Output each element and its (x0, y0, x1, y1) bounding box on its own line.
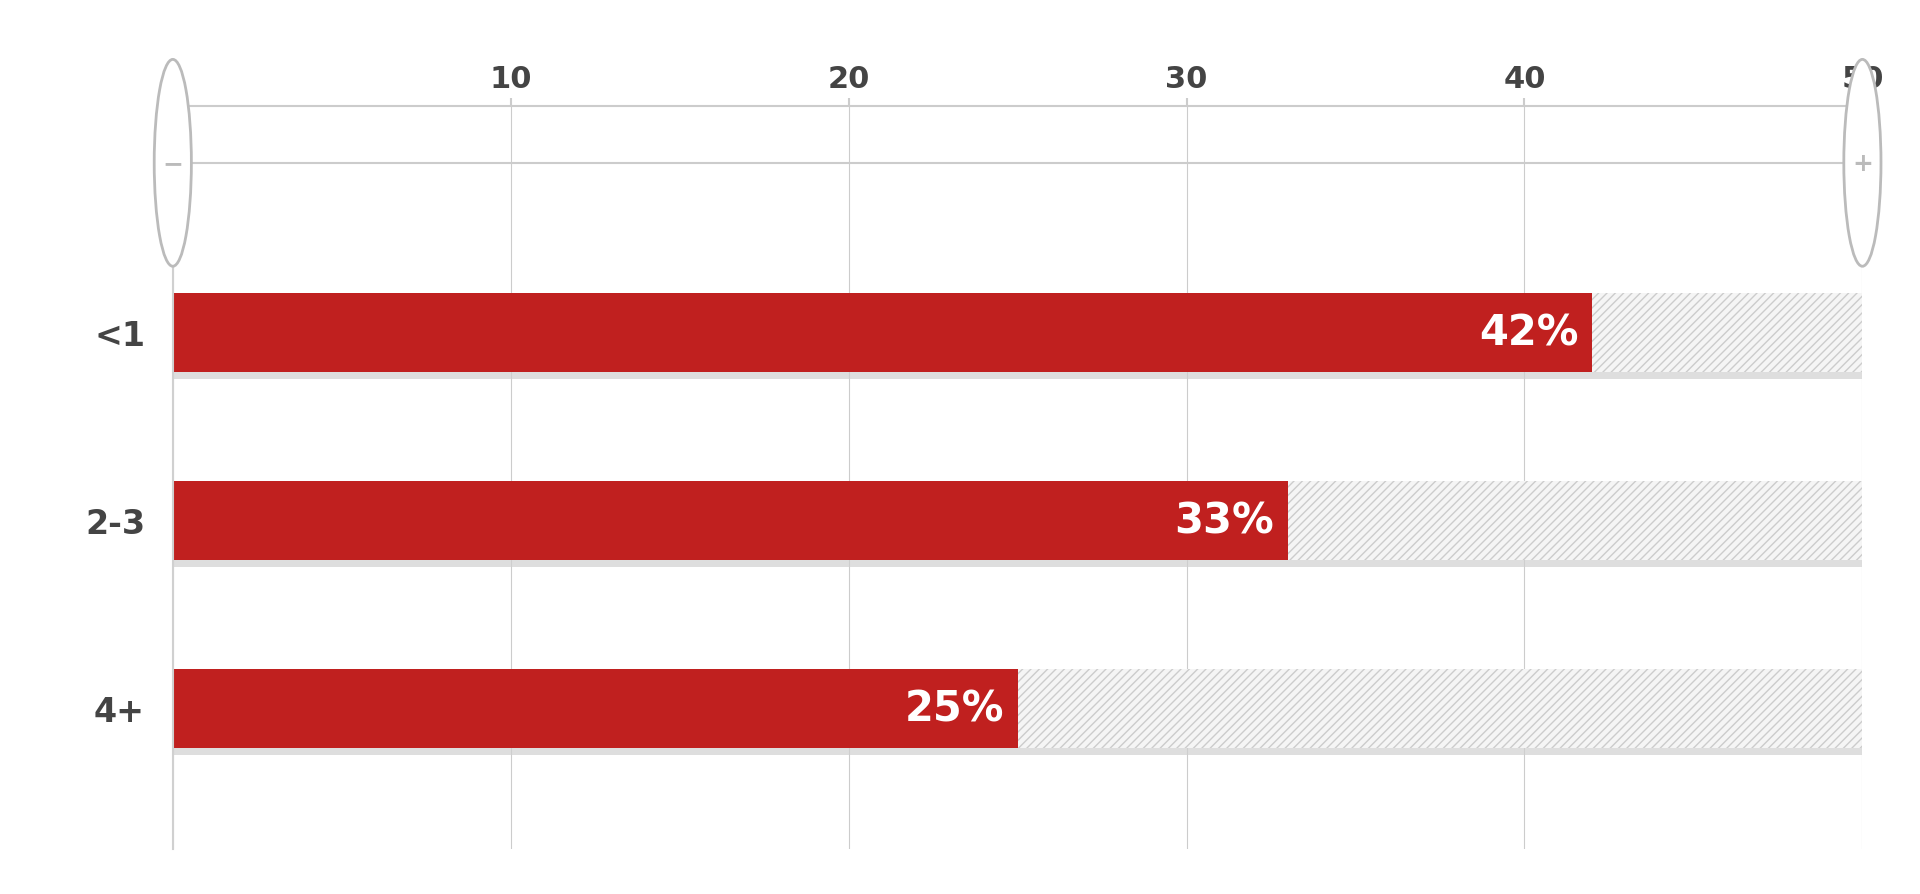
Bar (173, 293, 1592, 372)
Text: +: + (1853, 152, 1872, 175)
Text: 42%: 42% (1478, 312, 1578, 354)
Bar (173, 366, 1862, 380)
Text: 25%: 25% (904, 687, 1004, 730)
Bar (173, 553, 1862, 568)
Circle shape (1843, 60, 1882, 267)
Bar (173, 481, 1288, 560)
Text: 33%: 33% (1175, 500, 1275, 542)
Bar (173, 669, 1018, 748)
Bar (173, 669, 1862, 748)
Text: −: − (163, 152, 182, 175)
Bar (173, 741, 1862, 755)
Bar (173, 481, 1862, 560)
Circle shape (154, 60, 192, 267)
Bar (173, 293, 1862, 372)
